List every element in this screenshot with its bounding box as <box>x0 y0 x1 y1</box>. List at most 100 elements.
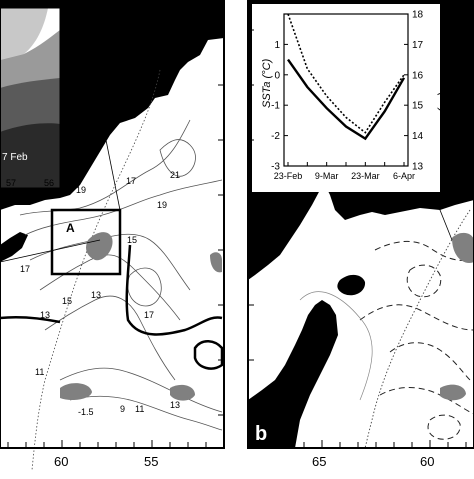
contour-label: 11 <box>35 367 44 377</box>
sst-right-axis-label: SST (°C) <box>437 68 449 112</box>
contour-label: 19 <box>76 185 86 195</box>
sst-x-ticks: 23-Feb 9-Mar 23-Mar 6-Apr <box>274 162 415 181</box>
contour-9 <box>59 367 223 413</box>
inset-x-tick: 56 <box>44 178 54 188</box>
panel-b-patches <box>440 232 474 401</box>
contour-11 <box>44 295 176 381</box>
panel-a-ticks <box>7 29 224 448</box>
panel-a-bold-contour <box>125 244 223 336</box>
patch-a-box <box>86 232 113 261</box>
inset-y-tick: 42 <box>64 176 74 186</box>
sst-inset-bg <box>252 4 440 192</box>
x-tick-label: 23-Feb <box>274 171 303 181</box>
panel-b-land-south <box>248 300 338 448</box>
panel-a-connector <box>0 239 101 263</box>
left-tick-label: 0 <box>274 70 280 81</box>
contour-closed <box>127 267 162 307</box>
sst-series <box>287 13 406 141</box>
box-a-label: A <box>66 221 75 235</box>
contour-label: 19 <box>157 200 167 210</box>
left-tick-label: 1 <box>274 40 280 51</box>
inset-frame <box>0 7 61 189</box>
contour-label: -1.5 <box>78 407 94 417</box>
panel-a-box-a <box>50 208 122 276</box>
inset-date-label: 7 Feb <box>2 152 28 163</box>
patch-b-south <box>440 384 466 401</box>
contour-9b <box>69 395 223 431</box>
contour-label: 9 <box>120 404 125 414</box>
sst-left-ticks: 1 0 -1 -2 -3 <box>271 40 288 173</box>
dashed-contour <box>389 342 471 381</box>
patch-b-box <box>452 232 474 263</box>
panel-a-bold-eddy <box>193 340 224 370</box>
dashed-eddy <box>427 414 461 440</box>
panel-a-land-west <box>0 232 28 262</box>
inset-shade-light <box>0 8 48 60</box>
x-tick-label: 9-Mar <box>315 171 339 181</box>
right-tick-label: 17 <box>412 40 424 51</box>
right-tick-label: 13 <box>412 162 424 173</box>
panel-a-x-tick: 55 <box>144 454 158 469</box>
patch-south-2 <box>170 384 195 401</box>
contour-label: 15 <box>127 235 137 245</box>
panel-a-connector-2 <box>94 84 121 211</box>
right-tick-label: 15 <box>412 101 424 112</box>
panel-a-bold-contour-left <box>0 315 61 324</box>
panel-a-frame <box>0 0 225 449</box>
panel-a-dotted-path <box>31 69 161 471</box>
inset-x-tick: 57 <box>6 178 16 188</box>
left-tick-label: -3 <box>271 162 280 173</box>
panel-a: A 19 17 21 19 17 15 15 13 11 13 9 11 13 … <box>0 0 225 474</box>
inset-y-tick: 40 <box>64 63 74 73</box>
sst-right-ticks: 18 17 16 15 14 13 <box>404 10 424 173</box>
sst-left-axis-label: SSTa (°C) <box>261 58 273 108</box>
contour-label: 17 <box>144 310 154 320</box>
ssta-series-line <box>287 58 406 141</box>
sst-inset: 1 0 -1 -2 -3 18 17 16 15 14 13 23-Feb 9-Mar 23-Mar 6… <box>252 4 449 192</box>
inset-y-tick: 39 <box>64 7 74 17</box>
contour-label: 21 <box>170 170 180 180</box>
patch-south-1 <box>60 383 92 400</box>
panel-b-frame <box>247 0 474 449</box>
contour-15 <box>29 233 191 291</box>
inset-y-tick: 41 <box>64 119 74 129</box>
panel-b-x-tick: 65 <box>312 454 326 469</box>
contour-label: 11 <box>135 404 144 414</box>
patch-east <box>210 252 222 273</box>
panel-b-letter: b <box>255 423 267 445</box>
x-tick-label: 23-Mar <box>351 171 380 181</box>
sst-series-line <box>287 13 405 134</box>
panel-a-patches <box>60 232 222 401</box>
panel-b-island <box>337 274 366 296</box>
inset-shade-darkest <box>0 123 60 188</box>
x-tick-label: 6-Apr <box>393 171 415 181</box>
contour-label: 13 <box>91 290 101 300</box>
contour-label: 15 <box>62 296 72 306</box>
contour-label: 17 <box>126 176 136 186</box>
right-tick-label: 18 <box>412 10 424 21</box>
dashed-contour <box>379 387 474 415</box>
panel-a-x-tick: 60 <box>54 454 68 469</box>
panel-letter-bg <box>248 416 276 448</box>
right-tick-label: 16 <box>412 70 424 81</box>
panel-b-x-tick: 60 <box>420 454 434 469</box>
panel-b-faint-contour <box>299 291 373 401</box>
panel-a-inset: 7 Feb 39 40 41 42 57 56 <box>0 7 74 189</box>
contour-label: 13 <box>40 310 50 320</box>
panel-a-contour-labels: 19 17 21 19 17 15 15 13 11 13 9 11 13 -1… <box>20 170 180 417</box>
panel-b: 1 0 -1 -2 -3 18 17 16 15 14 13 23-Feb 9-Mar 23-Mar 6… <box>247 0 474 469</box>
contour-21 <box>159 139 196 177</box>
dashed-contour <box>359 304 474 331</box>
contour-17 <box>24 179 223 236</box>
right-tick-label: 14 <box>412 131 424 142</box>
panel-b-connector <box>429 184 453 241</box>
dashed-eddy <box>406 264 442 298</box>
contour-label: 17 <box>20 264 30 274</box>
panel-b-dotted-path <box>364 209 471 449</box>
left-tick-label: -2 <box>271 131 280 142</box>
contour-label: 13 <box>170 400 180 410</box>
left-tick-label: -1 <box>271 101 280 112</box>
panel-b-dashed-contours <box>359 241 474 440</box>
